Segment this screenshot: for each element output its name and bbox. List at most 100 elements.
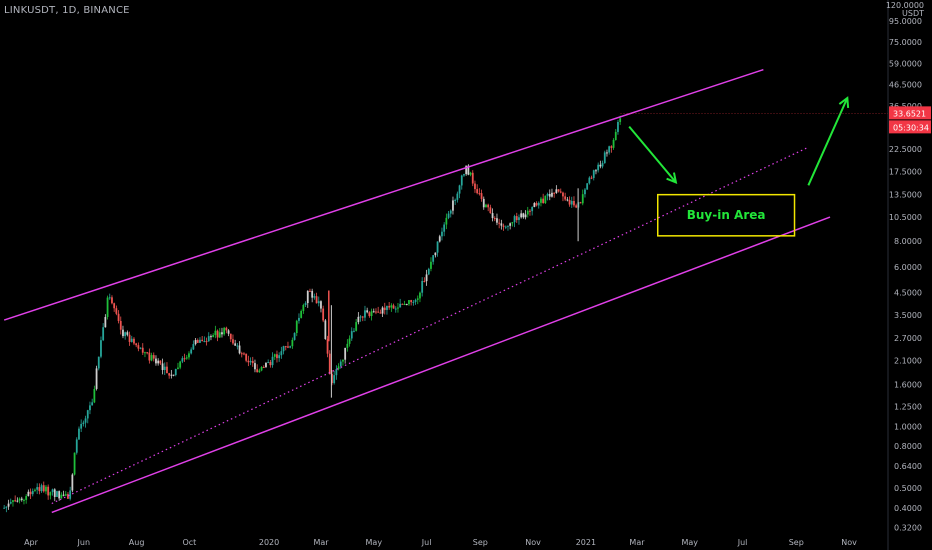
y-tick-label: 0.5000	[894, 484, 922, 493]
candle-body	[469, 172, 472, 175]
candle-body	[359, 316, 362, 318]
candle-body	[278, 355, 281, 359]
candle-body	[276, 354, 278, 359]
candle-body	[392, 305, 395, 309]
candle-body	[163, 366, 166, 371]
candle-body	[361, 316, 364, 318]
candle-body	[584, 189, 586, 195]
candle-body	[405, 304, 408, 306]
candle-body	[34, 489, 36, 491]
candle-body	[177, 367, 179, 369]
candle-body	[218, 332, 221, 338]
candle-body	[260, 367, 263, 371]
candle-body	[355, 322, 358, 331]
candle-body	[185, 357, 188, 359]
candle-body	[491, 213, 494, 219]
candle-body	[425, 274, 428, 282]
candle-body	[86, 410, 89, 419]
y-tick-label: 1.6000	[894, 380, 922, 389]
candle-body	[458, 185, 461, 194]
candle-body	[223, 327, 226, 335]
candle-body	[78, 428, 80, 440]
lower-channel-line	[51, 216, 831, 514]
candle-body	[126, 332, 129, 335]
candle-body	[463, 174, 465, 176]
y-tick-label: 4.5000	[894, 288, 922, 297]
candle-body	[317, 301, 320, 304]
candle-body	[441, 231, 443, 237]
candle-body	[258, 370, 261, 373]
x-tick-label: May	[366, 538, 383, 547]
candle-body	[553, 192, 556, 194]
candle-body	[91, 402, 94, 406]
candle-body	[282, 346, 285, 352]
candle-body	[166, 366, 168, 374]
candle-body	[106, 297, 109, 317]
candle-body	[16, 500, 19, 502]
candle-body	[566, 199, 569, 201]
candle-body	[478, 193, 481, 195]
candle-body	[311, 290, 314, 298]
candle-body	[353, 330, 355, 332]
y-tick-label: 2.1000	[894, 356, 922, 365]
candle-body	[262, 367, 265, 369]
candle-body	[152, 355, 155, 359]
candle-body	[612, 139, 615, 148]
y-tick-label: 3.5000	[894, 311, 922, 320]
candle-body	[465, 165, 468, 175]
candle-body	[434, 252, 437, 256]
candle-body	[80, 423, 83, 429]
candle-body	[102, 327, 105, 341]
candle-body	[51, 489, 54, 493]
candle-body	[302, 305, 305, 311]
candle-body	[62, 494, 65, 496]
candle-body	[108, 297, 111, 299]
candle-body	[493, 218, 496, 220]
candle-body	[485, 204, 487, 208]
candle-body	[100, 340, 102, 357]
candle-body	[232, 339, 234, 344]
candle-body	[471, 172, 474, 184]
candle-body	[562, 192, 564, 197]
candle-body	[47, 486, 50, 496]
y-tick-label: 10.5000	[889, 213, 922, 222]
x-tick-label: Jun	[77, 538, 91, 547]
candle-body	[394, 308, 397, 310]
countdown-value: 05:30:34	[893, 123, 929, 132]
candle-body	[614, 131, 617, 140]
candle-body	[225, 327, 228, 331]
candle-body	[139, 347, 142, 349]
candle-body	[300, 310, 303, 318]
candle-body	[511, 222, 514, 224]
candle-body	[229, 333, 232, 340]
candle-body	[342, 359, 344, 362]
candle-body	[205, 341, 208, 343]
candle-body	[212, 335, 215, 338]
candle-body	[410, 300, 413, 303]
candle-body	[610, 146, 613, 148]
candle-body	[249, 360, 252, 363]
candle-body	[357, 316, 360, 323]
candle-body	[196, 340, 199, 343]
candle-body	[73, 452, 76, 475]
candle-body	[480, 193, 483, 199]
candle-body	[608, 146, 611, 153]
x-tick-label: Mar	[313, 538, 329, 547]
candle-body	[496, 218, 498, 223]
candle-body	[236, 345, 239, 347]
candle-body	[557, 189, 560, 192]
candle-body	[298, 317, 300, 321]
candle-body	[509, 223, 512, 226]
candle-body	[564, 196, 567, 200]
candle-body	[568, 199, 571, 205]
candle-body	[159, 360, 162, 364]
candle-body	[513, 216, 516, 223]
candle-body	[548, 193, 551, 197]
candle-body	[25, 496, 28, 500]
candle-body	[423, 281, 426, 283]
y-tick-label: 2.7000	[894, 334, 922, 343]
candle-body	[144, 352, 146, 354]
last-price-tag	[889, 106, 931, 120]
y-tick-label: 22.5000	[889, 145, 922, 154]
